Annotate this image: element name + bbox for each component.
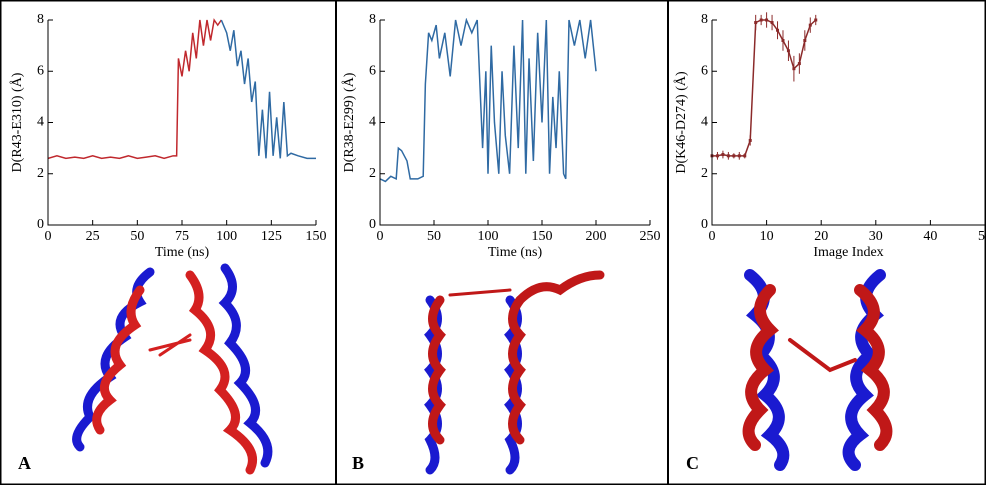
y-tick-label: 4: [369, 115, 376, 130]
marker: [814, 18, 818, 22]
x-tick-label: 50: [427, 229, 441, 244]
x-tick-label: 40: [923, 229, 937, 244]
marker: [765, 18, 769, 22]
protein-c: [742, 269, 893, 471]
y-axis-label: D(R38-E299) (Å): [341, 72, 357, 172]
x-tick-label: 100: [478, 229, 499, 244]
y-tick-label: 2: [369, 166, 376, 181]
panel-label: A: [18, 453, 31, 473]
y-tick-label: 2: [701, 166, 708, 181]
axes: [47, 20, 316, 226]
data-line: [48, 18, 222, 160]
x-tick-label: 50: [130, 229, 144, 244]
x-tick-label: 25: [86, 229, 100, 244]
y-tick-label: 6: [37, 63, 44, 78]
x-tick-label: 0: [709, 229, 716, 244]
marker: [803, 39, 807, 42]
x-axis-label: Time (ns): [155, 245, 210, 260]
y-tick-label: 4: [37, 115, 44, 130]
y-axis-label: D(K46-D274) (Å): [673, 71, 689, 174]
marker: [721, 153, 725, 157]
panel-label: B: [352, 453, 364, 473]
y-tick-label: 8: [369, 12, 376, 27]
protein-a: [72, 263, 273, 475]
data-line: [220, 19, 316, 160]
marker: [726, 154, 730, 158]
marker: [737, 154, 741, 158]
x-tick-label: 150: [532, 229, 553, 244]
marker: [759, 18, 763, 22]
y-axis-label: D(R43-E310) (Å): [9, 72, 25, 172]
data-line: [380, 18, 597, 183]
protein-b: [424, 270, 605, 475]
x-tick-label: 0: [377, 229, 384, 244]
marker: [792, 67, 796, 71]
x-axis-label: Image Index: [813, 245, 883, 260]
marker: [748, 138, 752, 142]
x-tick-label: 250: [640, 229, 661, 244]
marker: [715, 154, 719, 158]
marker: [776, 28, 780, 32]
x-tick-label: 0: [45, 229, 52, 244]
marker: [770, 21, 774, 25]
y-tick-label: 6: [701, 63, 708, 78]
x-axis-label: Time (ns): [488, 245, 543, 260]
marker: [808, 23, 812, 27]
data-line: [712, 19, 817, 157]
y-tick-label: 2: [37, 166, 44, 181]
x-tick-label: 125: [261, 229, 282, 244]
y-tick-label: 0: [701, 217, 708, 232]
x-tick-label: 75: [175, 229, 189, 244]
y-tick-label: 8: [37, 12, 44, 27]
y-tick-label: 8: [701, 12, 708, 27]
axes: [379, 20, 650, 226]
x-tick-label: 30: [869, 229, 883, 244]
y-tick-label: 4: [701, 115, 708, 130]
x-tick-label: 150: [306, 229, 327, 244]
marker: [781, 39, 785, 42]
marker: [754, 21, 758, 25]
panel-label: C: [686, 453, 699, 473]
marker: [743, 154, 747, 158]
marker: [732, 154, 736, 158]
y-tick-label: 0: [369, 217, 376, 232]
marker: [797, 62, 801, 66]
marker: [786, 49, 790, 53]
y-tick-label: 6: [369, 63, 376, 78]
x-tick-label: 200: [586, 229, 607, 244]
y-tick-label: 0: [37, 217, 44, 232]
x-tick-label: 50: [978, 229, 986, 244]
x-tick-label: 10: [760, 229, 774, 244]
x-tick-label: 100: [216, 229, 237, 244]
x-tick-label: 20: [814, 229, 828, 244]
axes: [711, 20, 985, 226]
